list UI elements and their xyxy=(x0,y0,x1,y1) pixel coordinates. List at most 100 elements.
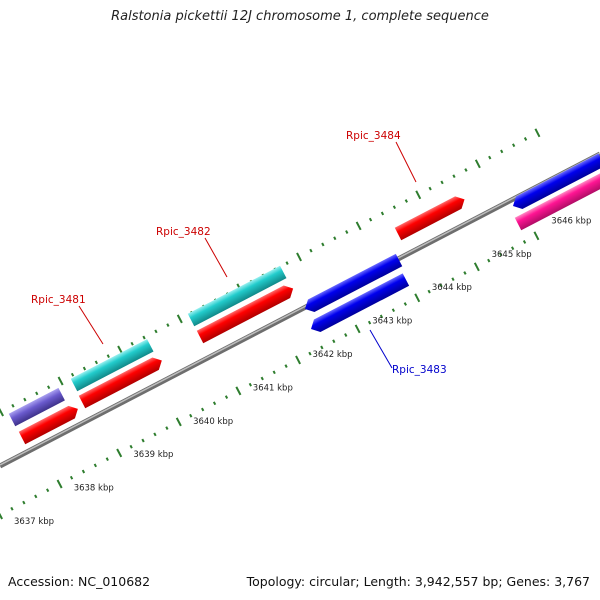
minor-tick xyxy=(344,333,348,337)
tick-label: 3646 kbp xyxy=(551,216,591,226)
major-tick xyxy=(175,417,182,427)
major-tick xyxy=(473,262,480,272)
minor-tick xyxy=(105,457,109,462)
major-tick xyxy=(295,355,301,365)
minor-tick xyxy=(522,240,527,244)
leader-rpic-3482 xyxy=(204,237,228,278)
feature-cyan-rpic-3482[interactable] xyxy=(187,265,287,327)
minor-tick xyxy=(511,246,515,251)
minor-tick xyxy=(512,143,516,148)
minor-tick xyxy=(452,174,456,179)
minor-tick xyxy=(248,382,252,387)
minor-tick xyxy=(308,351,312,356)
minor-tick xyxy=(69,475,74,480)
tick-label: 3639 kbp xyxy=(133,450,173,460)
feature-blue-rpic-3483[interactable] xyxy=(308,273,410,335)
tick-label: 3637 kbp xyxy=(14,517,54,527)
minor-tick xyxy=(70,372,75,377)
minor-tick xyxy=(309,248,313,253)
minor-tick xyxy=(142,335,146,340)
tick-label: 3645 kbp xyxy=(492,250,532,260)
map-title: Ralstonia pickettii 12J chromosome 1, co… xyxy=(111,9,489,24)
minor-tick xyxy=(380,211,385,216)
tick-label: 3643 kbp xyxy=(372,317,412,327)
minor-tick xyxy=(106,354,110,359)
minor-tick xyxy=(320,345,324,350)
minor-tick xyxy=(500,149,504,154)
major-tick xyxy=(235,386,242,396)
tick-label: 3640 kbp xyxy=(193,417,233,427)
minor-tick xyxy=(464,168,468,172)
major-tick xyxy=(0,407,4,417)
major-tick xyxy=(56,479,63,489)
minor-tick xyxy=(165,426,169,430)
major-tick xyxy=(415,190,422,200)
major-tick xyxy=(354,324,361,334)
minor-tick xyxy=(404,199,408,203)
major-tick xyxy=(116,448,123,458)
minor-tick xyxy=(439,283,443,288)
accession-text: Accession: NC_010682 xyxy=(8,574,151,589)
minor-tick xyxy=(379,314,384,319)
feature-magenta-right[interactable] xyxy=(514,171,600,231)
minor-tick xyxy=(212,401,217,406)
major-tick xyxy=(176,314,183,324)
minor-tick xyxy=(260,376,264,381)
minor-tick xyxy=(94,360,98,365)
minor-tick xyxy=(35,391,39,396)
backbone xyxy=(0,151,600,469)
minor-tick xyxy=(440,180,444,185)
feature-red-rpic-3484[interactable] xyxy=(394,193,468,241)
minor-tick xyxy=(332,339,336,344)
minor-tick xyxy=(321,242,325,247)
minor-tick xyxy=(333,236,337,241)
minor-tick xyxy=(392,205,396,210)
minor-tick xyxy=(34,494,38,499)
major-tick xyxy=(355,221,362,231)
minor-tick xyxy=(10,506,14,511)
minor-tick xyxy=(130,341,134,346)
feature-red-rpic-3481[interactable] xyxy=(78,354,165,409)
minor-tick xyxy=(129,444,133,449)
minor-tick xyxy=(428,186,432,191)
minor-tick xyxy=(487,258,491,263)
feature-blue-1[interactable] xyxy=(302,253,403,315)
gene-label-rpic-3481[interactable]: Rpic_3481 xyxy=(31,294,86,306)
topology-summary: Topology: circular; Length: 3,942,557 bp… xyxy=(246,574,590,589)
minor-tick xyxy=(285,261,289,265)
minor-tick xyxy=(93,463,97,468)
feature-purple[interactable] xyxy=(8,387,65,427)
leader-rpic-3481 xyxy=(78,305,104,345)
minor-tick xyxy=(391,308,395,313)
minor-tick xyxy=(499,252,503,257)
major-tick xyxy=(533,231,540,241)
minor-tick xyxy=(451,277,455,282)
minor-tick xyxy=(154,329,158,334)
minor-tick xyxy=(403,302,407,306)
minor-tick xyxy=(153,432,157,437)
minor-tick xyxy=(166,323,170,327)
feature-red-1[interactable] xyxy=(18,403,81,445)
tick-row-lower xyxy=(0,231,540,520)
minor-tick xyxy=(201,407,205,412)
minor-tick xyxy=(189,413,193,418)
leader-rpic-3484 xyxy=(395,141,417,183)
feature-blue-right[interactable] xyxy=(510,153,600,213)
minor-tick xyxy=(463,271,467,275)
minor-tick xyxy=(81,469,86,474)
tick-label: 3638 kbp xyxy=(74,484,114,494)
feature-red-rpic-3482[interactable] xyxy=(196,282,297,344)
gene-label-rpic-3483[interactable]: Rpic_3483 xyxy=(392,364,447,376)
tick-label-row: 3637 kbp 3638 kbp 3639 kbp 3640 kbp 3641 kbp… xyxy=(14,216,591,527)
major-tick xyxy=(0,512,3,520)
minor-tick xyxy=(272,370,276,375)
minor-tick xyxy=(367,320,372,325)
major-tick xyxy=(296,252,302,262)
gene-label-rpic-3482[interactable]: Rpic_3482 xyxy=(156,226,211,238)
minor-tick xyxy=(368,217,373,222)
gene-label-rpic-3484[interactable]: Rpic_3484 xyxy=(346,130,401,142)
minor-tick xyxy=(82,366,87,371)
minor-tick xyxy=(11,403,15,408)
feature-cyan-rpic-3481[interactable] xyxy=(70,339,154,392)
